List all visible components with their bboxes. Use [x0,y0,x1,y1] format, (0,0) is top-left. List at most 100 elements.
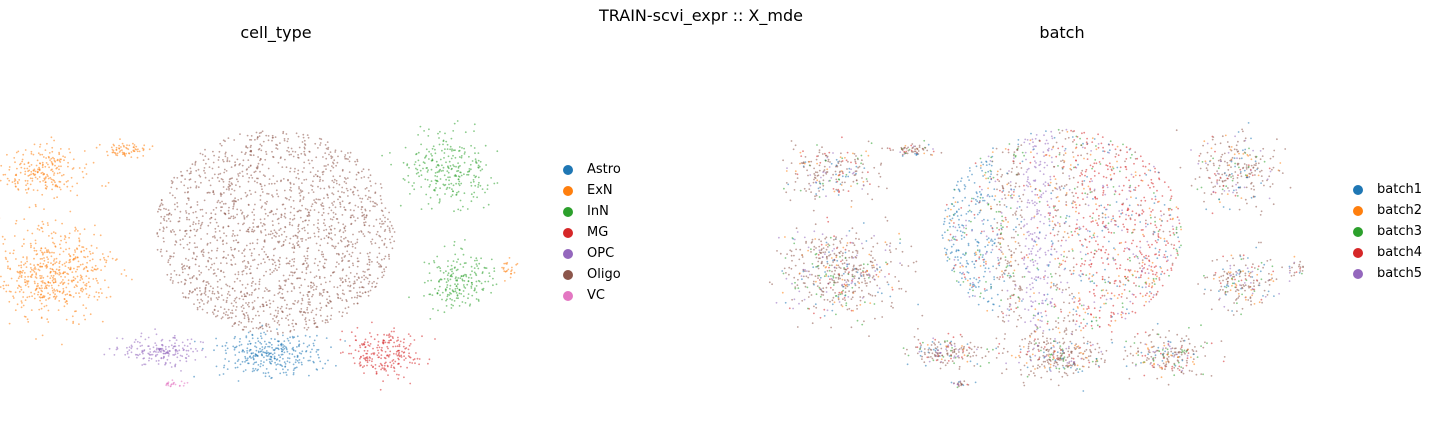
scatter-point [1072,269,1075,272]
scatter-point [296,277,298,280]
scatter-point [234,197,237,200]
scatter-point [1124,247,1126,250]
scatter-point [150,353,153,356]
scatter-point [1108,152,1110,154]
scatter-point [1086,175,1088,178]
scatter-point [246,352,249,354]
scatter-point [46,284,48,287]
scatter-point [78,244,81,247]
scatter-point [241,170,244,173]
scatter-point [1076,186,1079,188]
scatter-point [254,368,257,370]
scatter-point [165,208,167,211]
scatter-point [30,267,32,269]
scatter-point [1065,333,1068,335]
scatter-point [173,270,176,272]
scatter-point [305,266,308,269]
scatter-point [6,177,9,180]
scatter-point [290,307,292,310]
scatter-point [1087,312,1089,315]
scatter-point [474,158,477,161]
scatter-point [1113,280,1116,282]
scatter-point [435,166,438,169]
scatter-point [345,178,347,180]
scatter-point [447,260,449,262]
scatter-point [439,278,442,280]
scatter-point [348,344,351,347]
scatter-point [300,361,303,364]
scatter-point [440,170,443,172]
scatter-point [438,201,441,204]
scatter-point [1031,199,1033,202]
scatter-point [253,180,256,183]
scatter-point [47,258,49,260]
scatter-point [245,335,248,337]
scatter-point [973,266,976,269]
scatter-point [1134,171,1137,174]
scatter-point [364,221,367,224]
scatter-point [263,241,266,243]
scatter-point [1075,310,1078,312]
scatter-point [1169,234,1172,237]
scatter-point [345,187,348,190]
scatter-point [470,277,473,279]
scatter-point [1009,260,1012,263]
scatter-point [246,266,249,268]
scatter-point [20,288,23,291]
scatter-point [345,182,348,185]
scatter-point [58,262,61,265]
scatter-point [317,211,320,214]
scatter-point [184,235,187,238]
scatter-point [242,370,245,373]
scatter-point [1110,320,1113,322]
scatter-point [439,200,441,202]
scatter-point [24,278,26,281]
scatter-point [369,332,371,334]
scatter-point [473,267,476,269]
scatter-point [50,157,53,160]
scatter-point [131,345,133,348]
scatter-point [232,305,235,307]
scatter-point [286,337,289,340]
scatter-point [1080,154,1082,157]
scatter-point [1005,205,1008,208]
scatter-point [283,139,286,142]
scatter-point [315,156,318,159]
scatter-point [221,200,223,203]
scatter-point [1096,235,1099,238]
scatter-point [375,370,378,373]
scatter-point [243,216,246,219]
scatter-point [372,205,375,208]
scatter-point [261,225,264,227]
scatter-point [201,208,204,211]
scatter-point [366,350,369,352]
scatter-point [241,295,243,298]
scatter-point [264,261,266,264]
scatter-point [215,337,218,340]
scatter-point [293,207,295,210]
scatter-point [434,152,437,155]
scatter-point [13,157,16,159]
scatter-point [379,388,382,391]
scatter-point [257,156,259,158]
scatter-point [223,192,225,194]
scatter-point [363,221,365,224]
scatter-point [321,214,324,217]
scatter-point [100,269,102,271]
scatter-point [341,299,344,302]
scatter-point [232,215,235,218]
scatter-point [1086,229,1089,232]
scatter-point [285,166,288,169]
scatter-point [277,333,279,336]
scatter-point [58,253,61,256]
scatter-point [275,213,277,215]
scatter-point [241,350,244,353]
scatter-point [205,281,208,283]
scatter-point [42,263,45,265]
scatter-point [187,355,190,357]
scatter-point [149,351,152,353]
scatter-point [257,226,259,229]
scatter-point [469,303,472,306]
scatter-point [170,255,173,258]
scatter-point [194,348,197,350]
